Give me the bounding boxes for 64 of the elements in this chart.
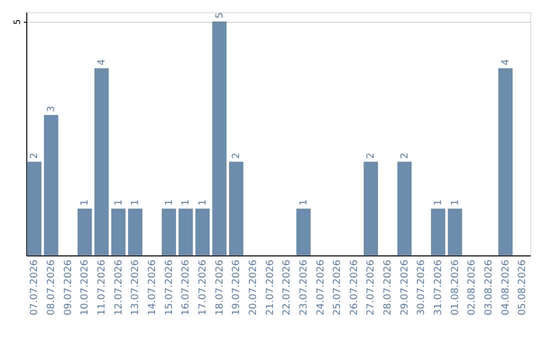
bar [78,208,92,256]
bar [498,68,513,256]
x-tick-label: 01.08.2026 [450,260,461,316]
bar [195,208,210,256]
data-label: 4 [500,59,512,66]
x-tick-label: 03.08.2026 [484,260,495,316]
bar [94,68,109,256]
data-label: 5 [214,12,226,19]
data-label: 2 [29,152,40,159]
x-tick-label: 22.07.2026 [282,260,293,316]
x-tick-label: 08.07.2026 [46,260,58,316]
data-label: 3 [46,106,58,112]
x-tick-label: 04.08.2026 [500,260,512,316]
x-tick-label: 24.07.2026 [315,260,326,316]
bar [448,208,462,256]
data-label: 1 [197,199,208,206]
x-tick-label: 09.07.2026 [62,260,74,316]
x-tick-label: 15.07.2026 [164,260,175,316]
x-tick-label: 12.07.2026 [113,260,124,316]
x-tick-label: 17.07.2026 [197,260,208,316]
x-tick-label: 16.07.2026 [180,260,192,316]
bar [364,162,378,256]
x-tick-label: 26.07.2026 [348,260,360,316]
bar [162,208,176,256]
bar [44,115,58,256]
data-label: 2 [399,152,410,159]
x-tick-label: 18.07.2026 [214,260,226,316]
data-label: 1 [450,199,461,206]
data-label: 2 [366,152,377,159]
data-label: 1 [180,199,192,206]
x-tick-label: 05.08.2026 [517,260,528,316]
x-tick-label: 21.07.2026 [264,260,276,316]
x-tick-label: 27.07.2026 [366,260,377,316]
x-tick-label: 07.07.2026 [29,260,40,316]
bar [229,162,244,256]
bar [128,208,142,256]
bar [212,21,227,256]
data-label: 1 [298,199,310,206]
x-tick-label: 19.07.2026 [231,260,242,316]
data-label: 2 [231,152,242,159]
x-tick-label: 14.07.2026 [146,260,158,316]
data-label: 1 [164,199,175,206]
x-tick-label: 31.07.2026 [433,260,444,316]
bar [178,208,193,256]
x-tick-label: 30.07.2026 [416,260,428,316]
x-tick-label: 11.07.2026 [96,260,108,316]
x-tick-label: 13.07.2026 [130,260,142,316]
bar [111,208,126,256]
x-tick-label: 10.07.2026 [80,260,91,316]
bar [27,162,42,256]
data-label: 1 [80,199,91,206]
x-tick-label: 23.07.2026 [298,260,310,316]
bar [397,162,412,256]
x-tick-label: 25.07.2026 [332,260,344,316]
x-tick-label: 20.07.2026 [248,260,259,316]
data-label: 1 [433,199,444,206]
x-tick-label: 28.07.2026 [382,260,394,316]
bar [430,208,446,256]
bar [296,208,311,256]
data-label: 1 [113,199,124,206]
x-tick-label: 02.08.2026 [466,260,478,316]
x-tick-label: 29.07.2026 [399,260,410,316]
data-label: 1 [130,199,142,206]
data-label: 4 [96,59,108,66]
